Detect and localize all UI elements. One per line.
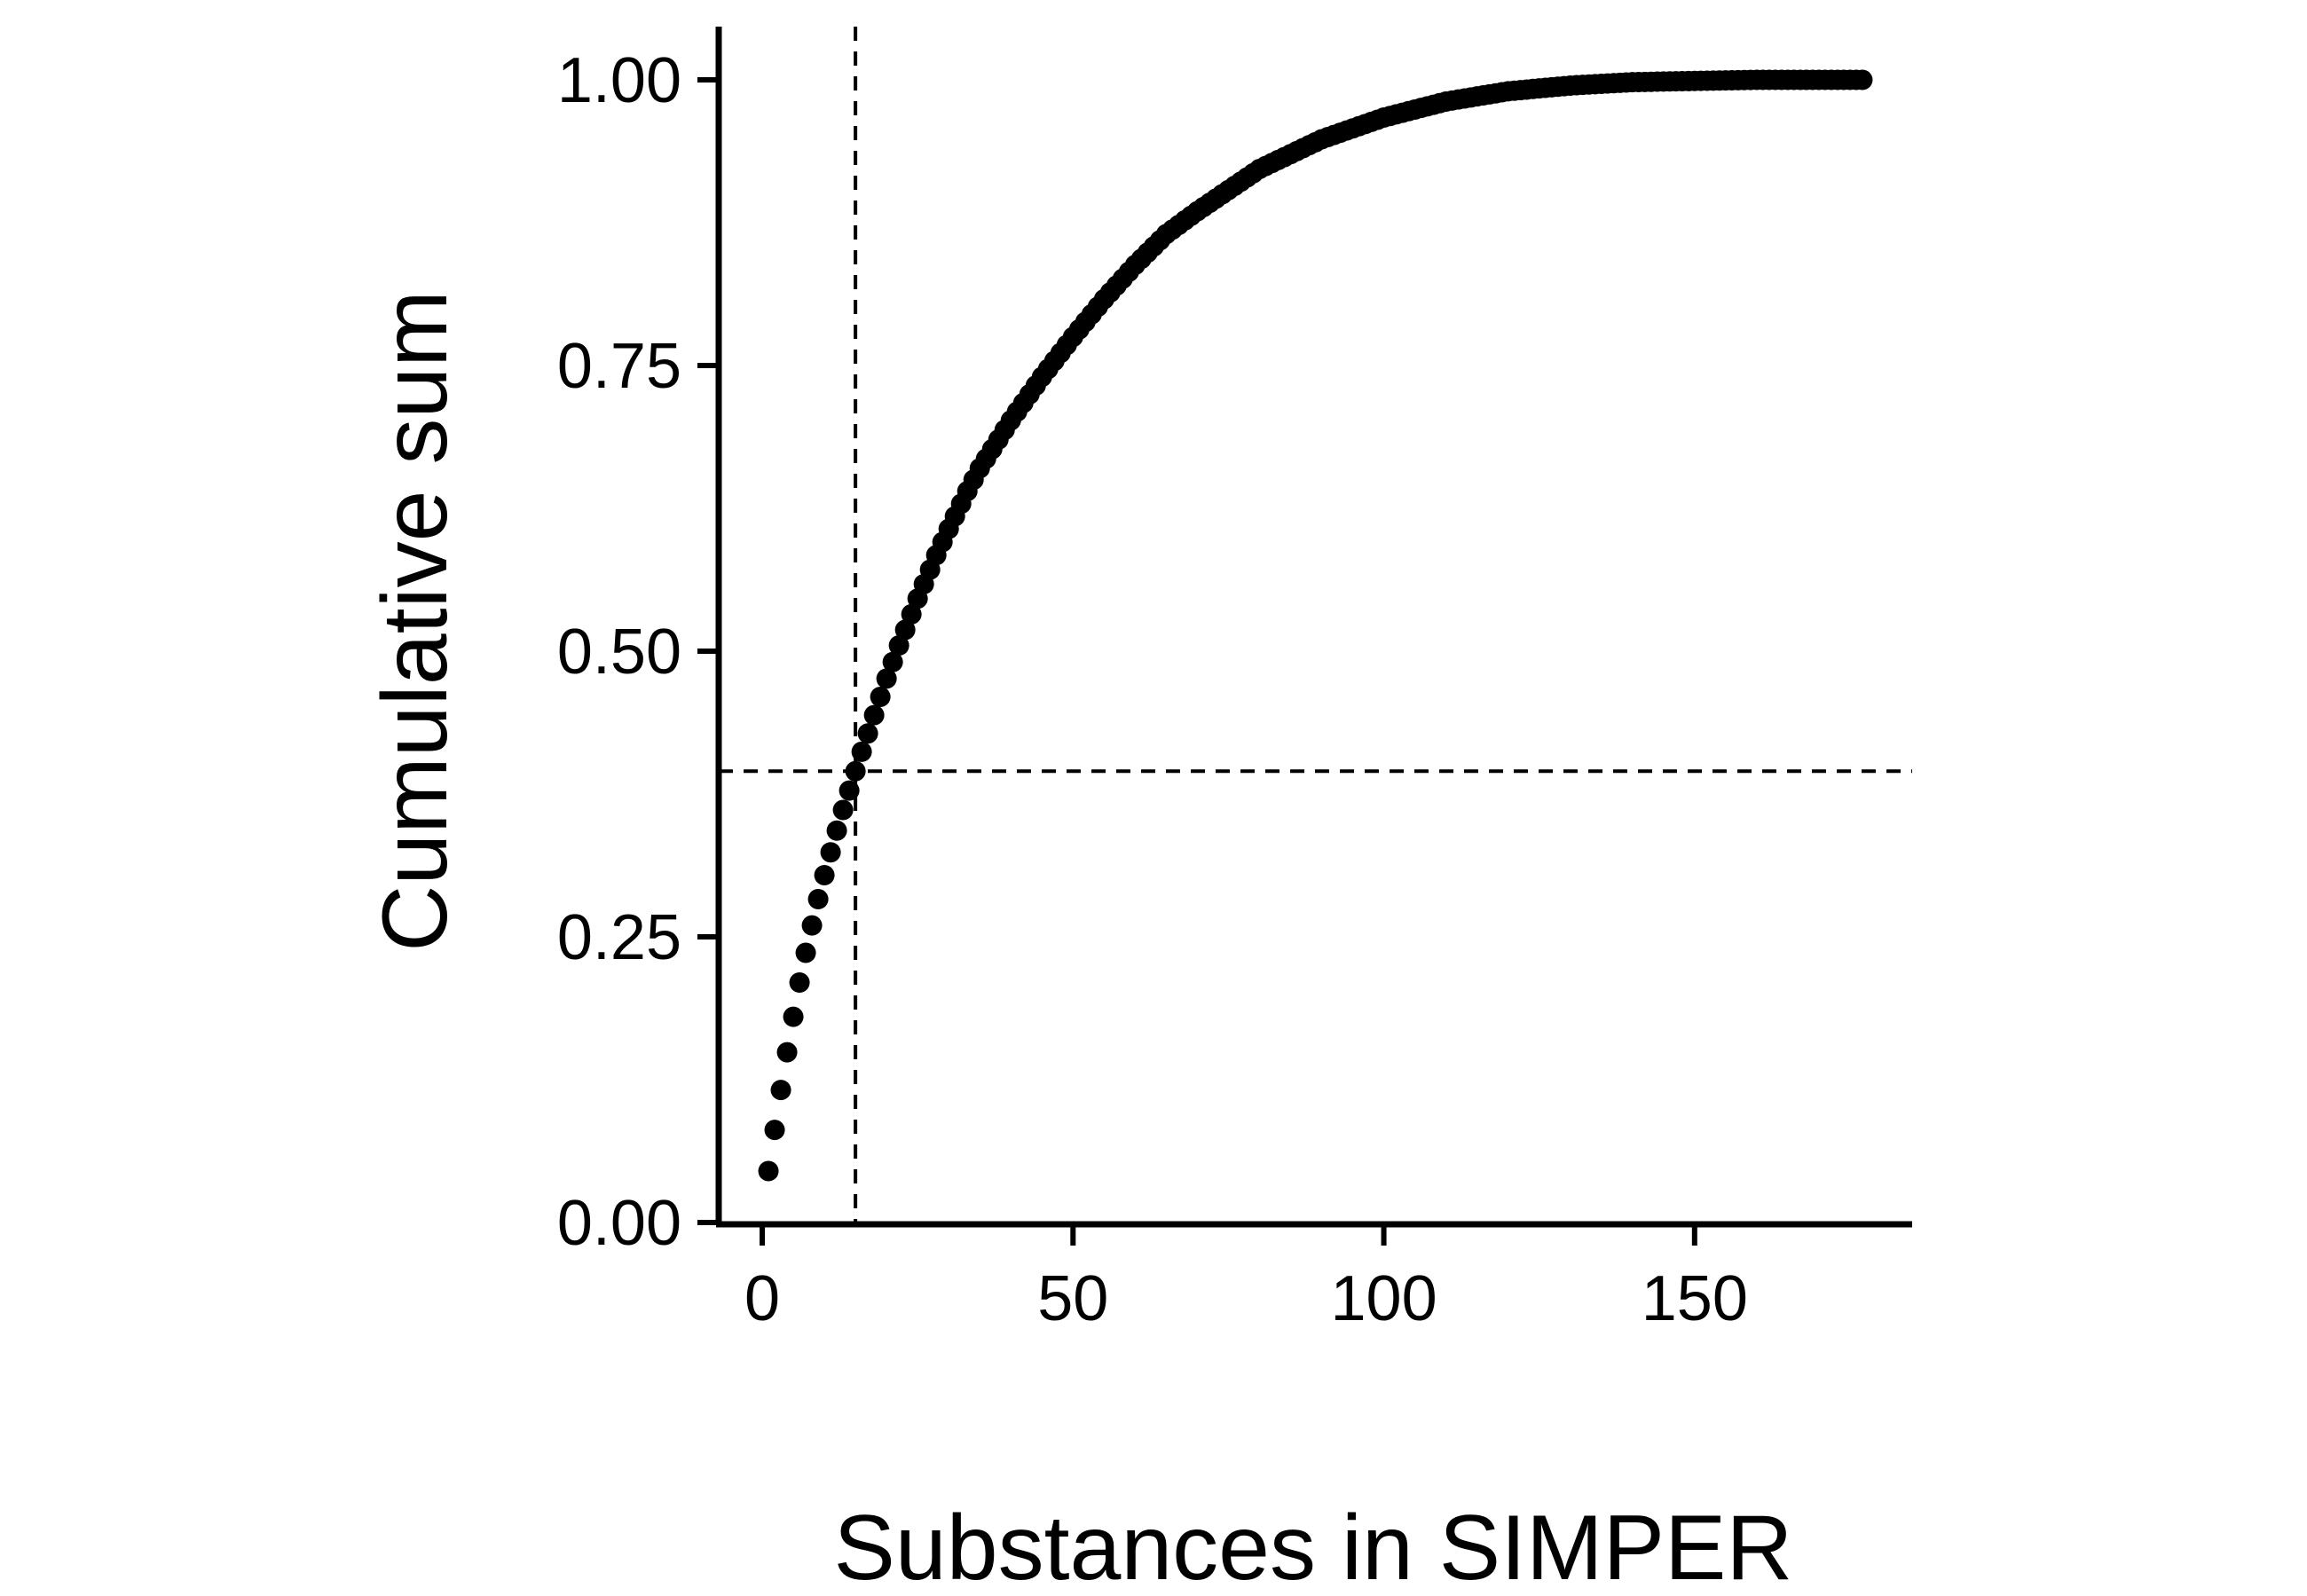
y-ticks: 0.00 0.25 0.50 0.75 1.00 xyxy=(557,45,719,1259)
axes xyxy=(715,27,1912,1228)
x-tick-label: 100 xyxy=(1330,1263,1437,1334)
x-ticks: 0 50 100 150 xyxy=(744,1224,1748,1334)
data-point xyxy=(839,780,860,801)
data-point xyxy=(807,888,829,909)
data-point xyxy=(832,799,854,821)
y-tick-label: 0.00 xyxy=(557,1188,681,1259)
data-point xyxy=(845,760,866,782)
data-point xyxy=(901,603,922,625)
data-point xyxy=(783,1006,804,1027)
data-point xyxy=(795,942,816,963)
data-point xyxy=(814,864,835,885)
y-axis-title: Cumulative sum xyxy=(364,290,467,952)
data-point xyxy=(801,915,823,936)
data-point xyxy=(888,635,909,656)
data-point xyxy=(882,651,903,672)
y-tick-label: 0.50 xyxy=(557,617,681,688)
data-point xyxy=(776,1042,798,1063)
data-point xyxy=(770,1080,791,1101)
data-point xyxy=(1852,69,1873,90)
data-point xyxy=(758,1160,779,1182)
x-tick-label: 0 xyxy=(744,1263,780,1334)
x-tick-label: 150 xyxy=(1642,1263,1748,1334)
data-point xyxy=(789,972,810,994)
data-point xyxy=(894,619,916,641)
data-point xyxy=(857,723,878,744)
reference-lines xyxy=(719,27,1912,1224)
data-point xyxy=(764,1120,785,1141)
data-point xyxy=(870,687,891,708)
data-point xyxy=(876,668,897,689)
y-tick-label: 0.75 xyxy=(557,331,681,402)
data-point xyxy=(826,820,847,841)
data-point xyxy=(851,741,872,762)
data-point xyxy=(863,704,885,726)
y-tick-label: 1.00 xyxy=(557,45,681,116)
data-points xyxy=(758,69,1873,1182)
data-point xyxy=(820,842,841,863)
x-tick-label: 50 xyxy=(1037,1263,1108,1334)
y-tick-label: 0.25 xyxy=(557,902,681,973)
x-axis-title: Substances in SIMPER xyxy=(834,1497,1793,1596)
